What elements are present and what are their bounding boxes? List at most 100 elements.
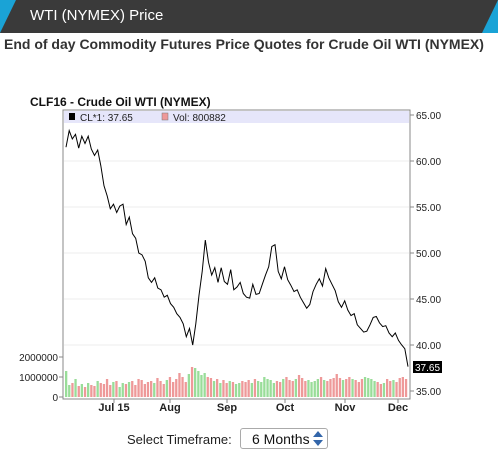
- volume-bar: [178, 373, 181, 397]
- volume-bar: [172, 382, 175, 397]
- volume-bar: [127, 382, 131, 397]
- volume-bar: [83, 387, 87, 397]
- volume-bar: [143, 384, 146, 397]
- legend-band: [64, 111, 409, 123]
- volume-bar: [288, 380, 291, 397]
- header-accent-left: [0, 0, 16, 33]
- select-arrows-icon: [313, 431, 323, 446]
- x-tick-label: Dec: [388, 402, 408, 414]
- volume-bars: [65, 367, 408, 397]
- volume-bar: [74, 379, 77, 397]
- grid-lines: [64, 160, 409, 346]
- volume-bar: [187, 374, 190, 397]
- volume-bar: [137, 379, 140, 397]
- volume-bar: [345, 379, 348, 397]
- volume-bar: [386, 379, 389, 397]
- volume-bar: [323, 380, 326, 397]
- y-tick-label: 45.00: [416, 295, 441, 306]
- volume-bar: [247, 380, 250, 397]
- volume-bar: [294, 379, 297, 397]
- volume-bar: [329, 379, 332, 397]
- volume-bar: [194, 368, 197, 397]
- volume-bar: [99, 383, 102, 397]
- y-tick-label: 50.00: [416, 249, 441, 260]
- legend: CL*1: 37.65 Vol: 800882: [69, 112, 226, 124]
- volume-bar: [150, 381, 153, 397]
- volume-bar: [140, 380, 143, 397]
- volume-bar: [216, 379, 219, 397]
- volume-bar: [266, 379, 269, 397]
- header-bar: WTI (NYMEX) Price: [0, 0, 498, 33]
- volume-bar: [253, 379, 257, 397]
- volume-bar: [272, 383, 275, 397]
- page-title: WTI (NYMEX) Price: [30, 7, 164, 24]
- volume-bar: [260, 382, 263, 397]
- volume-bar: [105, 379, 109, 397]
- last-value-box: [413, 361, 442, 373]
- volume-axis-ticks: 2000000 1000000 0: [19, 353, 63, 404]
- volume-bar: [112, 382, 115, 397]
- timeframe-select[interactable]: 6 Months: [240, 428, 328, 449]
- x-tick-label: Aug: [159, 402, 180, 414]
- volume-bar: [93, 386, 96, 397]
- volume-bar: [285, 377, 288, 397]
- volume-bar: [367, 378, 370, 397]
- legend-label-volume: Vol: 800882: [173, 113, 226, 124]
- legend-label-price: CL*1: 37.65: [80, 113, 133, 124]
- volume-bar: [348, 377, 351, 397]
- volume-bar: [304, 381, 307, 397]
- volume-bar: [231, 382, 235, 397]
- legend-swatch-volume: [161, 112, 169, 121]
- volume-bar: [301, 378, 304, 397]
- volume-bar: [395, 382, 398, 397]
- volume-bar: [332, 378, 335, 397]
- volume-bar: [115, 381, 118, 397]
- volume-bar: [354, 380, 357, 397]
- volume-bar: [153, 383, 156, 397]
- volume-bar: [102, 384, 106, 397]
- volume-bar: [146, 382, 150, 397]
- volume-bar: [80, 384, 83, 397]
- volume-bar: [159, 381, 162, 397]
- volume-bar: [109, 385, 112, 397]
- volume-bar: [257, 381, 260, 397]
- volume-bar: [156, 378, 159, 397]
- volume-bar: [197, 371, 200, 397]
- volume-bar: [282, 379, 285, 397]
- volume-bar: [351, 379, 354, 397]
- volume-bar: [77, 386, 80, 397]
- volume-bar: [269, 380, 272, 397]
- volume-bar: [373, 381, 376, 397]
- volume-bar: [401, 377, 404, 397]
- x-axis-ticks: Jul 15 Aug Sep Oct Nov Dec: [98, 399, 408, 414]
- price-series-line: [65, 128, 409, 367]
- volume-bar: [68, 385, 71, 397]
- volume-bar: [87, 383, 90, 397]
- volume-bar: [404, 379, 408, 397]
- volume-bar: [222, 380, 225, 397]
- y-tick-label: 65.00: [416, 111, 441, 122]
- volume-bar: [376, 382, 379, 397]
- volume-bar: [168, 377, 172, 397]
- volume-bar: [363, 377, 367, 397]
- volume-bar: [184, 382, 187, 397]
- x-tick-label: Sep: [217, 402, 237, 414]
- volume-bar: [291, 381, 294, 397]
- header-accent-right: [482, 0, 498, 33]
- volume-bar: [212, 381, 216, 397]
- volume-bar: [209, 378, 213, 397]
- volume-bar: [203, 373, 206, 397]
- volume-bar: [398, 378, 401, 397]
- volume-bar: [316, 379, 319, 397]
- volume-bar: [297, 375, 301, 397]
- plot-frame: [62, 109, 411, 400]
- y-tick-label: 40.00: [416, 341, 441, 352]
- volume-bar: [341, 380, 345, 397]
- volume-bar: [165, 380, 168, 397]
- volume-bar: [263, 377, 266, 397]
- volume-tick-label: 0: [52, 393, 58, 404]
- volume-bar: [250, 383, 253, 397]
- volume-bar: [279, 382, 282, 397]
- volume-bar: [131, 381, 134, 397]
- volume-bar: [225, 383, 228, 397]
